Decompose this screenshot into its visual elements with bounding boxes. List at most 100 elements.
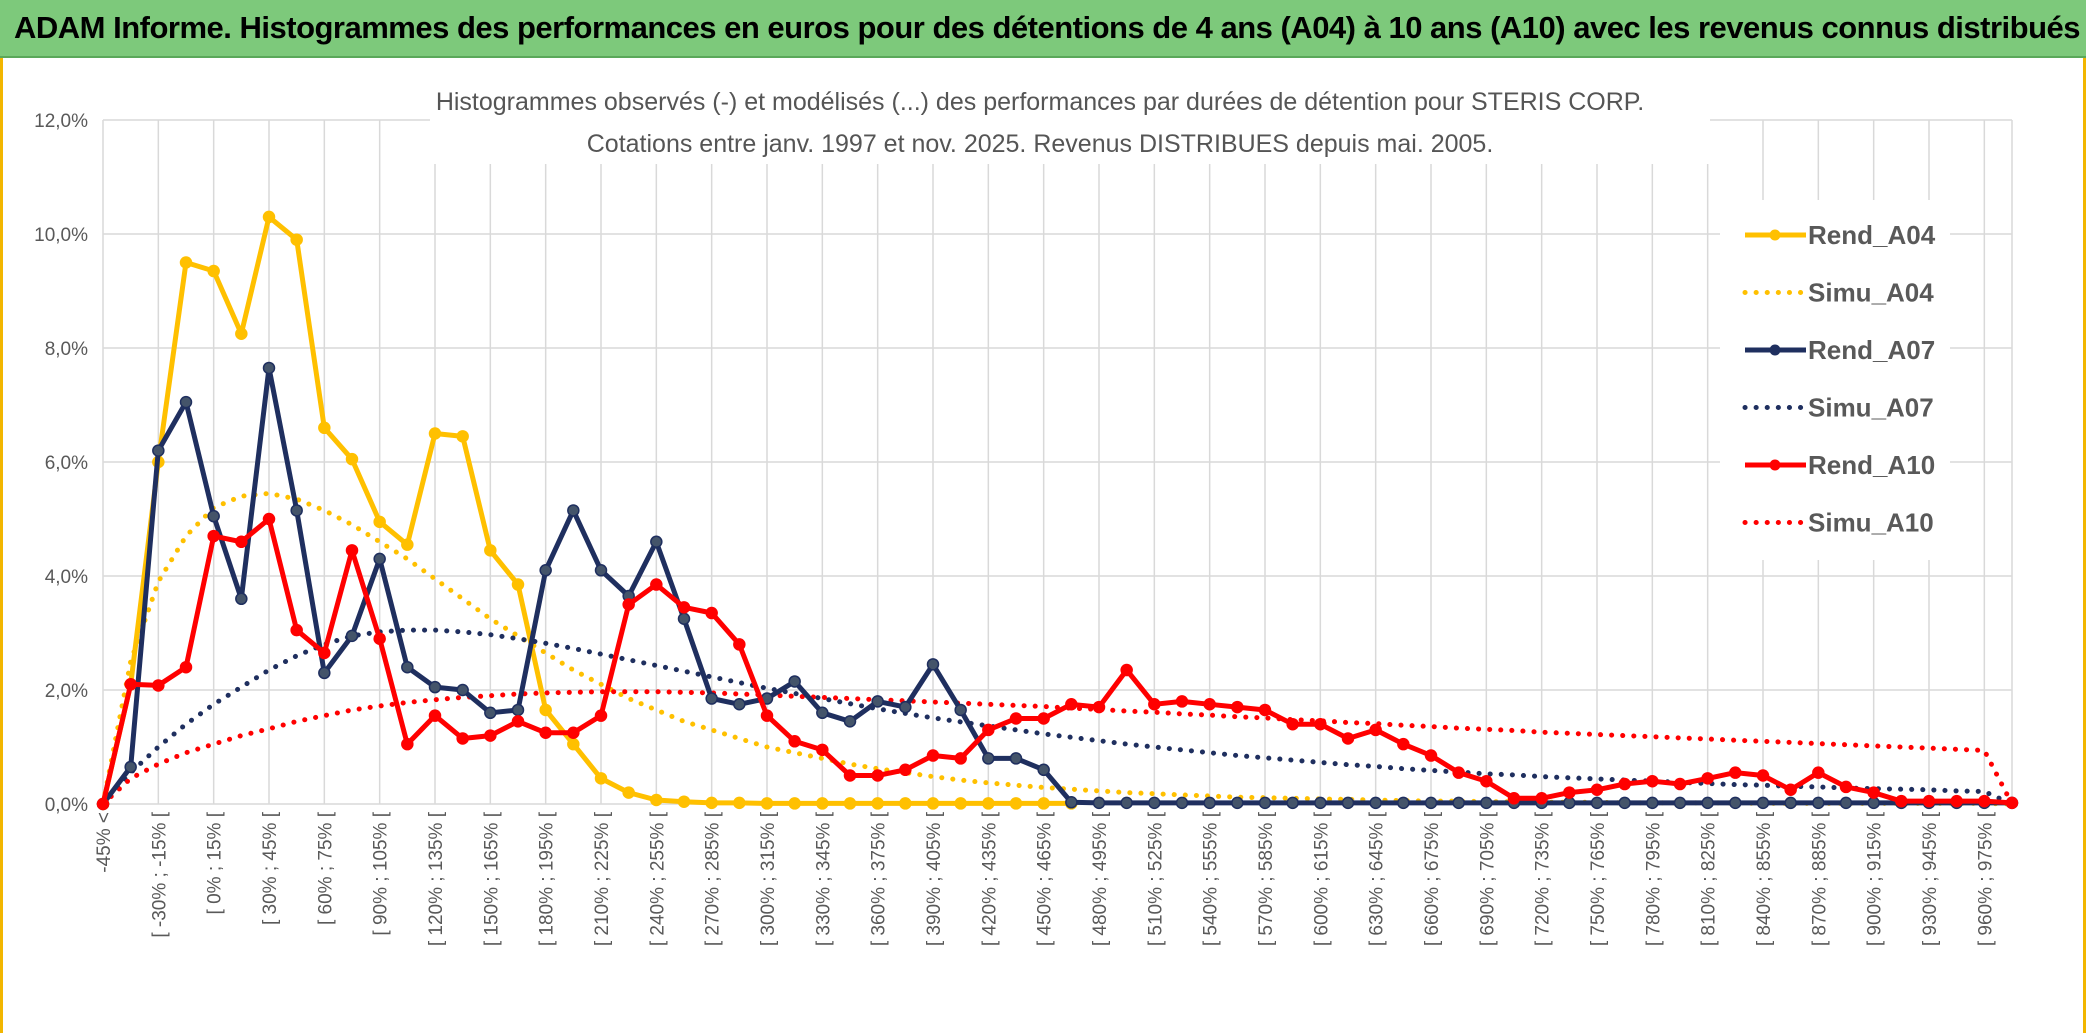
x-tick-label: [ 780% ; 795% [	[1643, 811, 1664, 946]
x-tick-label: [ 480% ; 495% [	[1090, 811, 1111, 946]
data-point	[760, 797, 774, 810]
data-point	[124, 678, 137, 691]
data-point	[1092, 700, 1106, 714]
x-axis-ticks: -45% < [ -30% ; -15% [[ 0% ; 15% [[ 30% ;…	[94, 811, 1996, 946]
x-tick-label: [ 810% ; 825% [	[1699, 811, 1720, 946]
data-point	[899, 700, 912, 714]
data-point	[1867, 796, 1880, 810]
y-tick-label: 0,0%	[45, 795, 88, 816]
chart-frame	[0, 58, 2086, 1033]
x-tick-label: [ 720% ; 735% [	[1533, 811, 1554, 946]
legend-label: Simu_A04	[1808, 278, 1934, 308]
data-point	[1618, 777, 1631, 791]
data-point	[152, 444, 165, 457]
y-axis-ticks: 0,0% 2,0% 4,0% 6,0% 8,0% 10,0% 12,0%	[34, 111, 88, 816]
legend-label: Simu_A07	[1808, 393, 1934, 423]
data-point	[235, 592, 248, 606]
data-point	[1231, 700, 1244, 714]
data-point	[511, 715, 525, 728]
data-point	[788, 735, 801, 748]
data-point	[982, 723, 995, 737]
data-point	[318, 421, 331, 435]
data-point	[511, 578, 525, 591]
data-point	[1784, 783, 1797, 796]
data-point	[1397, 737, 1410, 751]
data-point	[1950, 794, 1963, 808]
x-tick-label: [ 510% ; 525% [	[1145, 811, 1166, 946]
data-point	[1839, 780, 1853, 794]
data-point	[899, 797, 912, 810]
data-point	[1065, 796, 1078, 809]
x-tick-label: [ 840% ; 855% [	[1754, 811, 1775, 946]
data-point	[290, 233, 303, 246]
data-point	[1646, 774, 1659, 788]
data-point	[1258, 796, 1272, 810]
data-point	[1480, 796, 1493, 810]
x-tick-label: [ 570% ; 585% [	[1256, 811, 1277, 946]
x-tick-label: [ 270% ; 285% [	[703, 811, 724, 946]
data-point	[816, 797, 829, 810]
data-point	[622, 786, 635, 799]
legend-item-rend-a04: Rend_A04	[1745, 220, 1936, 250]
data-point	[1369, 723, 1382, 737]
data-point	[1148, 698, 1161, 711]
data-point	[1452, 796, 1465, 810]
x-tick-label: [ 0% ; 15% [	[205, 811, 226, 914]
legend-item-simu-a04: Simu_A04	[1742, 278, 1934, 308]
header-banner: ADAM Informe. Histogrammes des performan…	[0, 0, 2086, 58]
data-point	[1009, 752, 1023, 765]
data-point	[1812, 796, 1825, 810]
legend-item-rend-a07: Rend_A07	[1745, 335, 1935, 365]
report-title: ADAM Informe. Histogrammes des performan…	[14, 10, 2081, 45]
data-point	[594, 564, 608, 577]
x-tick-label: [ 750% ; 765% [	[1588, 811, 1609, 946]
data-point	[124, 760, 137, 774]
data-point	[1812, 766, 1825, 779]
data-point	[1397, 796, 1410, 810]
data-point	[871, 797, 884, 810]
data-point	[1009, 712, 1023, 725]
data-point	[926, 658, 940, 671]
data-point	[1148, 796, 1161, 810]
data-point	[511, 703, 525, 717]
data-point	[235, 327, 248, 340]
data-point	[179, 256, 193, 269]
x-tick-label: [ 660% ; 675% [	[1422, 811, 1443, 946]
data-point	[484, 706, 497, 720]
data-point	[1480, 774, 1493, 788]
x-tick-label: [ 90% ; 105% [	[371, 811, 392, 935]
data-point	[345, 544, 359, 557]
data-point	[1895, 794, 1908, 808]
x-tick-label: [ 900% ; 915% [	[1865, 811, 1886, 946]
data-point	[1286, 796, 1299, 810]
x-tick-label: [ 60% ; 75% [	[315, 811, 336, 925]
legend-label: Rend_A10	[1808, 450, 1935, 480]
data-point	[1258, 703, 1272, 717]
legend-item-simu-a07: Simu_A07	[1742, 393, 1934, 423]
data-point	[705, 606, 718, 620]
data-point	[567, 737, 580, 751]
data-point	[1867, 786, 1880, 799]
x-tick-label: [ 450% ; 465% [	[1035, 811, 1056, 946]
data-point	[1673, 777, 1687, 791]
data-point	[705, 796, 718, 810]
data-point	[954, 797, 967, 810]
data-point	[843, 715, 857, 728]
data-point	[1563, 786, 1576, 799]
data-point	[1037, 712, 1050, 725]
x-tick-label: [ 330% ; 345% [	[813, 811, 834, 946]
series-rend-a04	[96, 210, 1078, 811]
data-point	[1065, 698, 1078, 711]
data-point	[1590, 783, 1604, 796]
data-point	[484, 729, 497, 742]
data-point	[428, 427, 442, 440]
x-tick-label: [ 150% ; 165% [	[481, 811, 502, 946]
data-point	[290, 504, 303, 517]
x-tick-label: [ 30% ; 45% [	[260, 811, 281, 925]
data-point	[1978, 794, 1991, 808]
data-point	[539, 564, 552, 577]
data-point	[1175, 796, 1189, 810]
data-point	[622, 598, 635, 611]
data-point	[235, 535, 248, 549]
data-point	[982, 752, 995, 765]
